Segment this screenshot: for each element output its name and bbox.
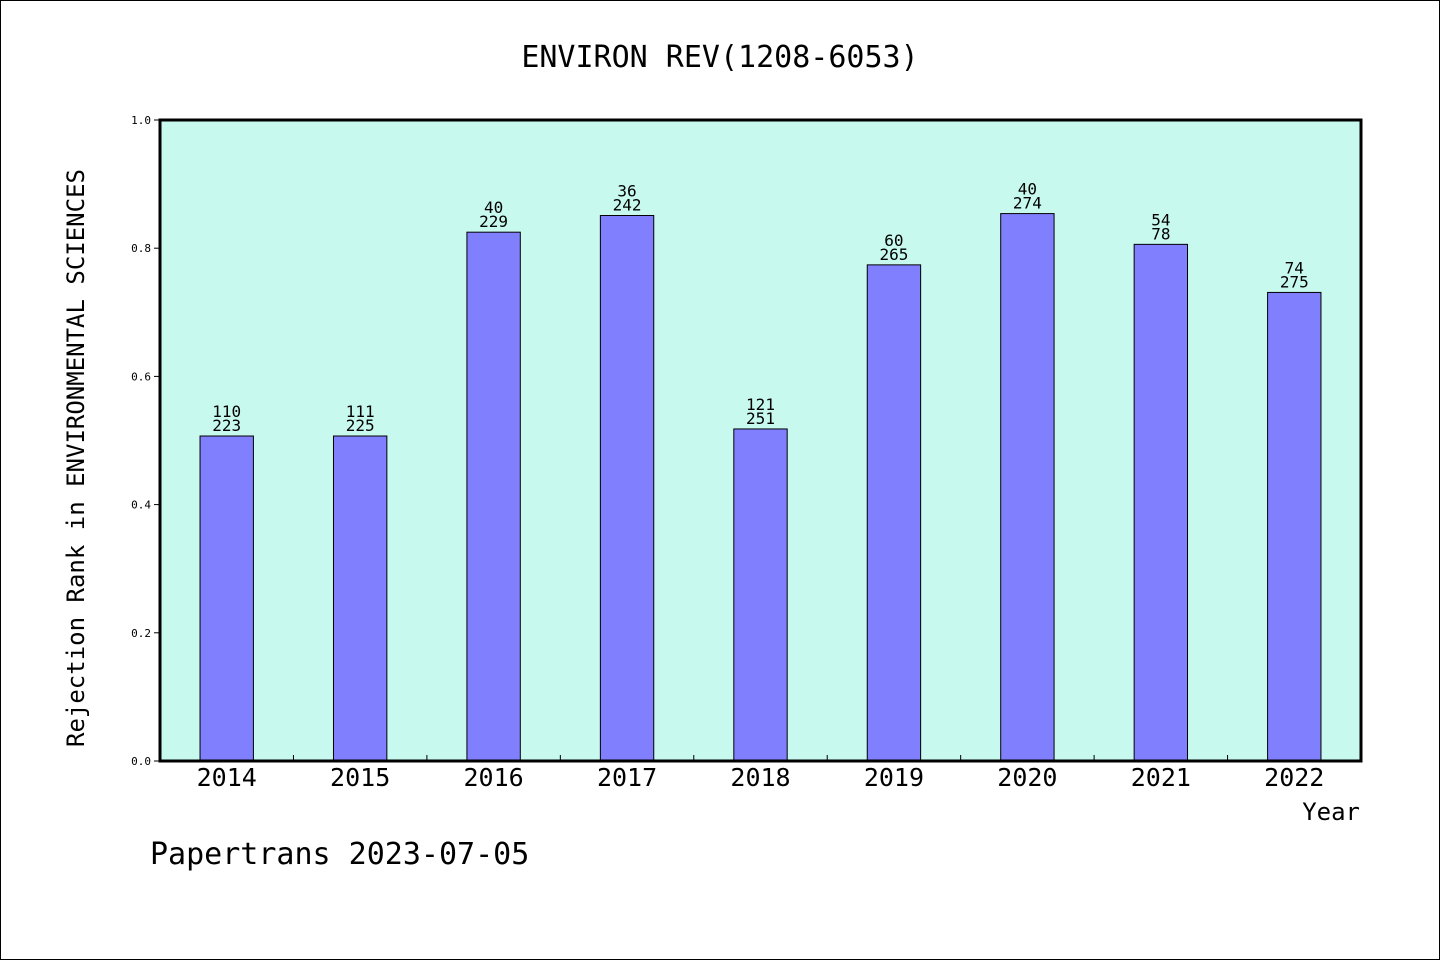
bar-label-bottom-2017: 242 [613, 196, 642, 215]
x-tick-label-2022: 2022 [1264, 763, 1324, 792]
bar-2018 [733, 428, 788, 762]
bar-label-top-2018: 121 [746, 395, 775, 414]
bar-label-bottom-2014: 223 [212, 416, 241, 435]
x-tick-label-2017: 2017 [597, 763, 657, 792]
bar-label-bottom-2018: 251 [746, 409, 775, 428]
x-tick-label-2018: 2018 [730, 763, 790, 792]
bar-label-bottom-2022: 275 [1280, 272, 1309, 291]
bar-2017 [599, 215, 655, 762]
bar-label-top-2015: 111 [346, 402, 375, 421]
y-tick-label-0.0: 0.0 [131, 755, 151, 768]
bar-label-bottom-2019: 265 [879, 245, 908, 264]
bars-group [199, 213, 1322, 762]
y-axis: 0.0 0.2 0.4 0.6 0.8 1.0 [131, 114, 160, 768]
bar-labels-group: 1102231112254022936242121251602654027454… [212, 180, 1308, 435]
y-axis-title: Rejection Rank in ENVIRONMENTAL SCIENCES [62, 169, 90, 747]
x-axis-title: Year [1302, 798, 1360, 826]
y-tick-label-0.4: 0.4 [131, 499, 151, 512]
plot-border [158, 118, 1363, 763]
bar-label-top-2021: 54 [1151, 210, 1170, 229]
footer-credit: Papertrans 2023-07-05 [150, 837, 529, 872]
bar-2021 [1133, 243, 1189, 762]
y-tick-label-1.0: 1.0 [131, 114, 151, 127]
x-tick-label-2021: 2021 [1131, 763, 1191, 792]
bar-label-top-2014: 110 [212, 402, 241, 421]
bar-label-top-2017: 36 [617, 182, 636, 201]
bar-label-top-2022: 74 [1285, 258, 1304, 277]
bar-2020 [1000, 213, 1055, 762]
bar-label-bottom-2016: 229 [479, 212, 508, 231]
bar-2019 [866, 264, 922, 762]
bar-2014 [199, 435, 254, 762]
bar-2016 [466, 231, 521, 762]
x-tick-label-2020: 2020 [997, 763, 1057, 792]
y-tick-label-0.6: 0.6 [131, 370, 151, 383]
bar-label-top-2019: 60 [884, 231, 903, 250]
y-tick-label-0.8: 0.8 [131, 242, 151, 255]
x-tick-label-2014: 2014 [197, 763, 257, 792]
bar-label-top-2016: 40 [484, 198, 503, 217]
chart-title: ENVIRON REV(1208-6053) [521, 40, 918, 75]
x-tick-label-2016: 2016 [464, 763, 524, 792]
y-tick-label-0.2: 0.2 [131, 627, 151, 640]
bar-2022 [1267, 291, 1322, 762]
bar-2015 [332, 435, 388, 762]
bar-label-bottom-2015: 225 [346, 416, 375, 435]
bar-label-top-2020: 40 [1018, 180, 1037, 199]
x-tick-label-2019: 2019 [864, 763, 924, 792]
bar-label-bottom-2021: 78 [1151, 224, 1170, 243]
x-axis: 2014 2015 2016 2017 2018 2019 2020 2021 2022 [197, 755, 1324, 792]
bar-label-bottom-2020: 274 [1013, 194, 1042, 213]
x-tick-label-2015: 2015 [330, 763, 390, 792]
